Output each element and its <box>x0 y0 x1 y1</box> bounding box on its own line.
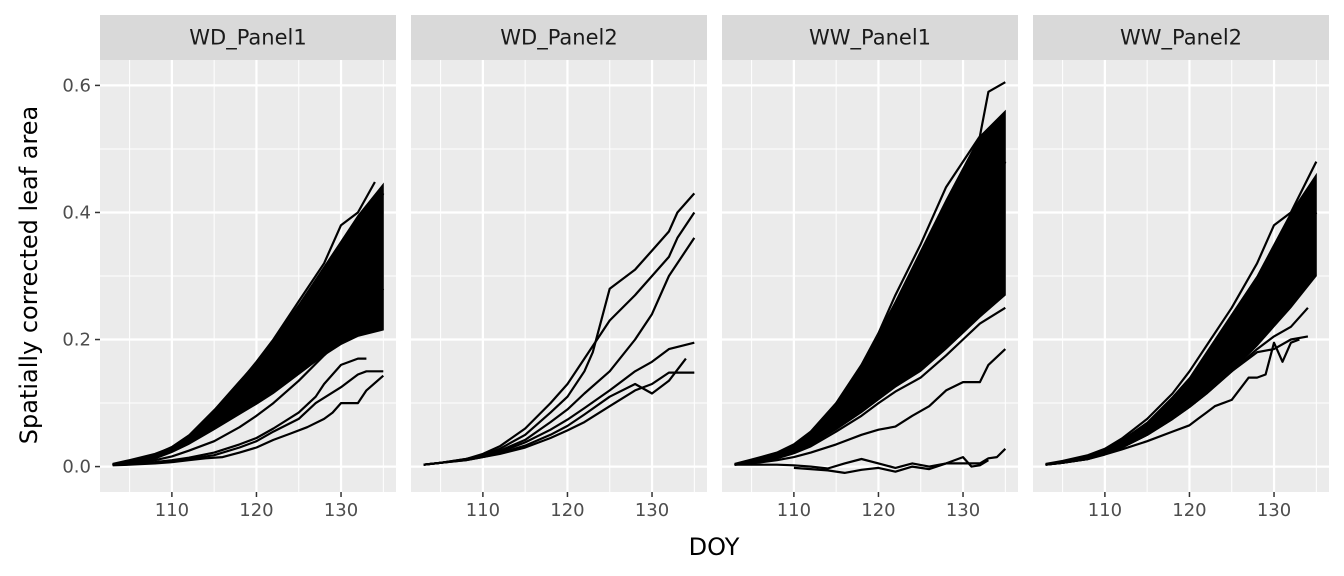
series-line <box>734 81 1006 466</box>
facet-strip <box>100 15 396 60</box>
x-tick-label: 110 <box>155 500 189 521</box>
facet-strip <box>722 15 1018 60</box>
series-line <box>793 456 989 474</box>
series-line <box>112 192 385 466</box>
y-tick-label: 0.0 <box>62 457 91 478</box>
series-line <box>112 288 385 466</box>
facet-strip-label: WD_Panel2 <box>500 26 617 51</box>
x-tick-label: 130 <box>1257 500 1291 521</box>
facet-panel-2: WD_Panel2 110 120 130 <box>411 15 707 521</box>
series-line <box>112 370 384 466</box>
facet-panel-3: WW_Panel1 110 120 130 <box>722 15 1018 521</box>
facet-strip <box>411 15 707 60</box>
x-tick-label: 130 <box>635 500 669 521</box>
series-line <box>734 161 1007 466</box>
facet-strip-label: WW_Panel1 <box>809 26 931 51</box>
x-tick-label: 120 <box>239 500 273 521</box>
series-line <box>112 181 376 466</box>
y-tick-label: 0.2 <box>62 330 91 351</box>
x-tick-label: 120 <box>550 500 584 521</box>
facet-panels: WD_Panel1 110 120 130 0.0 0.2 0.4 0.6 WD_Panel2 1… <box>62 15 1329 521</box>
facet-panel-4: WW_Panel2 110 120 130 <box>1033 15 1329 521</box>
x-tick-label: 120 <box>1172 500 1206 521</box>
y-tick-label: 0.4 <box>62 202 91 223</box>
x-tick-label: 110 <box>777 500 811 521</box>
x-axis-title: DOY <box>689 533 740 561</box>
x-tick-label: 130 <box>946 500 980 521</box>
series-line <box>734 306 1006 466</box>
facet-strip <box>1033 15 1329 60</box>
y-axis-title: Spatially corrected leaf area <box>15 106 43 445</box>
x-tick-label: 110 <box>1088 500 1122 521</box>
series-line <box>1045 161 1318 466</box>
series-line <box>734 348 1007 466</box>
x-tick-label: 120 <box>861 500 895 521</box>
series-line <box>734 448 1007 470</box>
series-line <box>423 341 695 466</box>
x-tick-label: 130 <box>324 500 358 521</box>
series-line <box>1045 211 1318 466</box>
x-tick-label: 110 <box>466 500 500 521</box>
facet-strip-label: WW_Panel2 <box>1120 26 1242 51</box>
y-tick-label: 0.6 <box>62 75 91 96</box>
facet-strip-label: WD_Panel1 <box>189 26 306 51</box>
facet-panel-1: WD_Panel1 110 120 130 0.0 0.2 0.4 0.6 <box>62 15 396 521</box>
